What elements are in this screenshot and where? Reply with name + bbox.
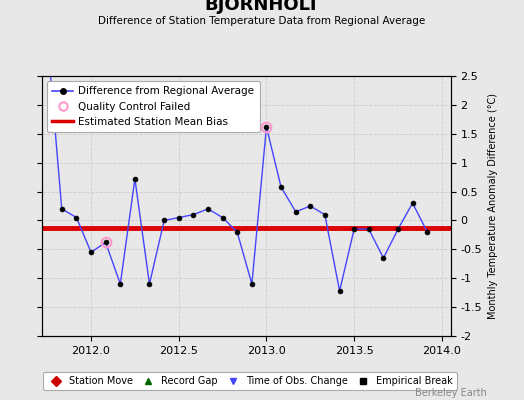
Text: BJORNHOLT: BJORNHOLT: [204, 0, 320, 14]
Text: Difference of Station Temperature Data from Regional Average: Difference of Station Temperature Data f…: [99, 16, 425, 26]
Legend: Station Move, Record Gap, Time of Obs. Change, Empirical Break: Station Move, Record Gap, Time of Obs. C…: [42, 372, 457, 390]
Y-axis label: Monthly Temperature Anomaly Difference (°C): Monthly Temperature Anomaly Difference (…: [487, 93, 498, 319]
Text: Berkeley Earth: Berkeley Earth: [416, 388, 487, 398]
